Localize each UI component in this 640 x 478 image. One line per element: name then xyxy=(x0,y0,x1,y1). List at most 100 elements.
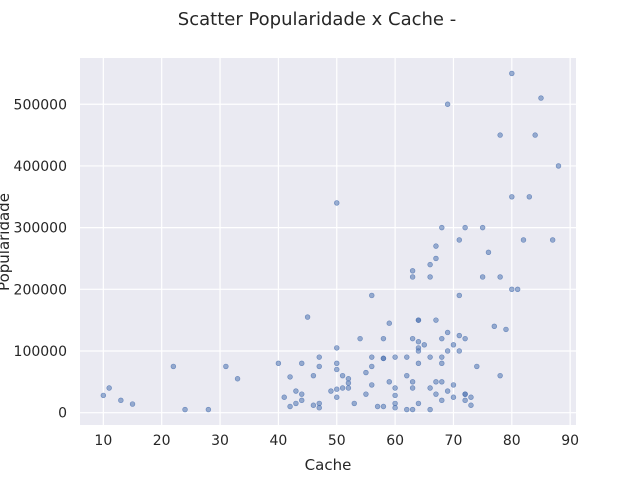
data-point xyxy=(328,388,334,394)
data-point xyxy=(444,101,451,107)
y-tick-label: 300000 xyxy=(14,221,67,237)
data-point xyxy=(369,292,375,299)
data-point xyxy=(287,403,293,410)
data-point xyxy=(415,400,422,407)
data-point xyxy=(439,379,445,385)
data-point xyxy=(462,397,468,404)
x-tick-label: 10 xyxy=(94,433,112,449)
data-point xyxy=(450,382,457,388)
data-point xyxy=(439,224,445,231)
data-point xyxy=(549,237,556,243)
x-tick-label: 70 xyxy=(445,433,463,449)
data-point xyxy=(421,342,427,348)
data-point xyxy=(427,354,433,360)
data-point xyxy=(485,249,492,255)
data-point xyxy=(415,360,422,367)
x-tick-label: 40 xyxy=(269,433,287,449)
data-point xyxy=(334,394,340,400)
data-point xyxy=(509,286,515,293)
y-axis-label: Popularidade xyxy=(0,193,13,291)
data-point xyxy=(468,402,474,408)
data-point xyxy=(456,237,462,243)
y-tick-label: 400000 xyxy=(14,159,67,175)
data-point xyxy=(427,385,433,391)
y-tick-label: 0 xyxy=(58,406,67,422)
data-point xyxy=(538,95,544,101)
data-point xyxy=(404,406,410,413)
data-point xyxy=(450,394,457,400)
data-point xyxy=(444,388,451,394)
x-tick-labels: 10 20 30 40 50 60 70 80 90 xyxy=(94,433,579,449)
data-point xyxy=(497,372,503,379)
data-point xyxy=(404,372,410,379)
y-tick-label: 200000 xyxy=(14,282,67,298)
data-point xyxy=(386,320,392,326)
data-point xyxy=(427,274,433,280)
data-point xyxy=(497,274,503,280)
data-point xyxy=(427,261,433,268)
data-point xyxy=(334,366,340,373)
data-point xyxy=(415,317,422,323)
data-point xyxy=(234,376,241,382)
data-point xyxy=(380,403,387,410)
data-point xyxy=(456,292,462,299)
data-point xyxy=(415,348,422,354)
data-point xyxy=(310,372,317,379)
data-point xyxy=(392,385,398,391)
data-point xyxy=(369,363,375,370)
data-point xyxy=(386,379,392,385)
data-point xyxy=(363,369,369,376)
data-point xyxy=(392,392,398,399)
x-tick-label: 30 xyxy=(211,433,229,449)
data-point xyxy=(345,380,352,386)
data-point xyxy=(479,224,486,231)
data-point xyxy=(293,388,299,394)
data-point xyxy=(363,391,369,397)
data-point xyxy=(310,402,317,408)
data-point xyxy=(415,339,422,345)
data-point xyxy=(287,374,293,380)
data-point xyxy=(339,385,346,391)
data-point xyxy=(409,335,416,342)
data-point xyxy=(409,274,416,280)
data-point xyxy=(497,132,503,138)
data-point xyxy=(369,354,375,360)
data-point xyxy=(118,397,124,404)
data-points xyxy=(100,70,562,413)
chart-title: Scatter Popularidade x Cache - xyxy=(178,9,456,30)
data-point xyxy=(345,385,352,391)
data-point xyxy=(293,400,299,407)
data-point xyxy=(444,329,451,336)
data-point xyxy=(456,332,462,339)
data-point xyxy=(474,363,480,370)
data-point xyxy=(100,392,107,399)
data-point xyxy=(456,348,462,354)
data-point xyxy=(404,354,410,360)
data-point xyxy=(520,237,527,243)
data-point xyxy=(509,194,515,200)
plot-area xyxy=(80,58,576,425)
data-point xyxy=(479,274,486,280)
data-point xyxy=(433,317,439,323)
x-tick-label: 50 xyxy=(328,433,346,449)
data-point xyxy=(409,406,416,413)
data-point xyxy=(316,354,322,360)
x-tick-label: 80 xyxy=(503,433,521,449)
data-point xyxy=(182,406,188,413)
data-point xyxy=(316,405,322,411)
data-point xyxy=(392,405,398,411)
data-point xyxy=(439,397,445,404)
data-point xyxy=(316,363,322,370)
data-point xyxy=(491,323,498,330)
data-point xyxy=(433,243,439,249)
data-point xyxy=(439,335,445,342)
data-point xyxy=(170,363,177,370)
data-point xyxy=(299,391,305,397)
data-point xyxy=(334,200,340,206)
x-tick-label: 20 xyxy=(153,433,171,449)
data-point xyxy=(339,372,346,379)
data-point xyxy=(299,360,305,367)
data-point xyxy=(509,70,515,77)
data-point xyxy=(304,314,311,320)
